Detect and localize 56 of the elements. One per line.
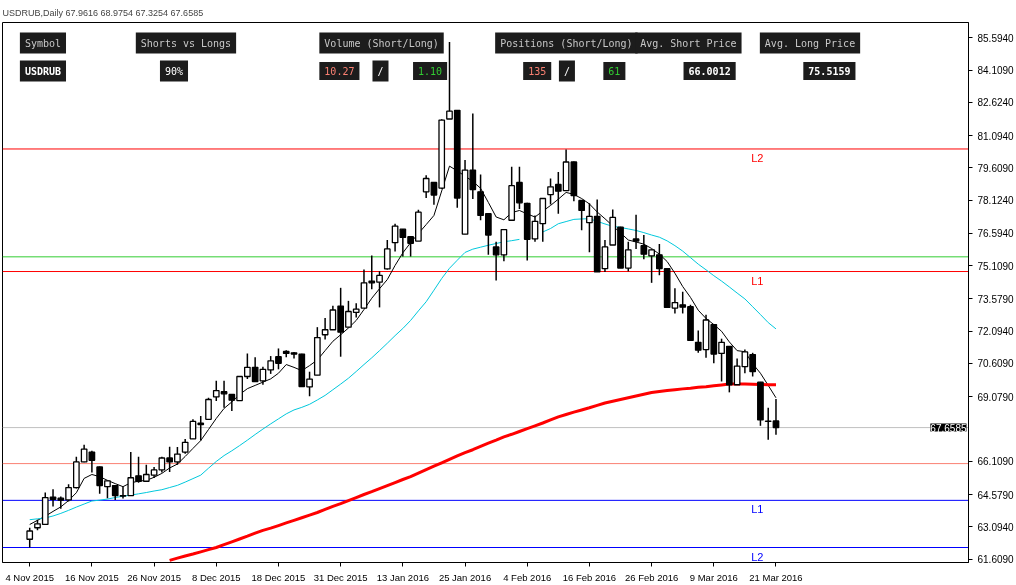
annotation: 1.10	[418, 66, 443, 78]
ref-line-label: L2	[751, 550, 764, 563]
x-tick-label: 21 Mar 2016	[749, 571, 803, 583]
candlestick	[383, 239, 391, 271]
x-tick-label: 13 Jan 2016	[376, 571, 429, 583]
annotation: 90%	[164, 65, 184, 77]
x-tick-label: 8 Dec 2015	[191, 571, 241, 583]
candlestick	[26, 526, 34, 549]
ref-line-label: L2	[751, 151, 764, 164]
annotation: USDRUB	[24, 65, 62, 77]
y-tick-label: 75.1090	[977, 260, 1015, 272]
annotation: 135	[528, 66, 547, 78]
annotation: Symbol	[24, 37, 62, 49]
y-tick-label: 63.0940	[977, 521, 1015, 533]
x-tick-label: 26 Nov 2015	[127, 571, 182, 583]
x-tick-label: 26 Feb 2016	[624, 571, 679, 583]
annotation: Positions (Short/Long)	[500, 37, 633, 49]
ref-line-label: L1	[751, 274, 764, 287]
y-tick-label: 72.0940	[977, 326, 1015, 338]
y-tick-label: 73.5790	[977, 293, 1015, 305]
candlestick	[205, 397, 212, 421]
annotation: 10.27	[324, 66, 355, 78]
annotation: Volume (Short/Long)	[324, 37, 439, 49]
y-tick-label: 78.1240	[977, 195, 1015, 207]
candlestick	[578, 199, 586, 231]
y-tick-label: 85.5940	[977, 32, 1015, 44]
annotation: 66.0012	[688, 66, 731, 78]
annotation: 61	[608, 66, 621, 78]
chart-title: USDRUB,Daily 67.9616 68.9754 67.3254 67.6585	[2, 7, 204, 18]
y-tick-label: 76.5940	[977, 228, 1015, 240]
y-tick-label: 70.6090	[977, 358, 1015, 370]
annotation: Shorts vs Longs	[140, 37, 232, 49]
y-tick-label: 69.0790	[977, 391, 1015, 403]
x-tick-label: 9 Mar 2016	[689, 571, 738, 583]
text: 75.5159	[808, 66, 851, 78]
y-tick-label: 61.6090	[977, 554, 1015, 566]
candlestick	[632, 214, 640, 250]
x-tick-label: 4 Feb 2016	[503, 571, 552, 583]
annotation: Avg. Short Price	[640, 37, 737, 49]
annotation: /	[377, 65, 384, 77]
y-tick-label: 81.0940	[977, 130, 1015, 142]
annotation: /	[563, 65, 570, 77]
y-tick-label: 82.6240	[977, 97, 1015, 109]
x-tick-label: 18 Dec 2015	[251, 571, 306, 583]
ref-line-label: L1	[751, 503, 764, 516]
y-tick-label: 66.1090	[977, 456, 1015, 468]
y-tick-label: 79.6090	[977, 162, 1015, 174]
ref-line-label: 67.6585	[930, 422, 967, 434]
y-tick-label: 84.1090	[977, 65, 1015, 77]
x-tick-label: 4 Nov 2015	[5, 571, 55, 583]
x-tick-label: 16 Feb 2016	[562, 571, 617, 583]
annotation: Avg. Long Price	[764, 37, 856, 49]
y-tick-label: 64.5790	[977, 489, 1015, 501]
x-tick-label: 25 Jan 2016	[438, 571, 492, 583]
x-tick-label: 31 Dec 2015	[313, 571, 368, 583]
x-tick-label: 16 Nov 2015	[64, 571, 119, 583]
